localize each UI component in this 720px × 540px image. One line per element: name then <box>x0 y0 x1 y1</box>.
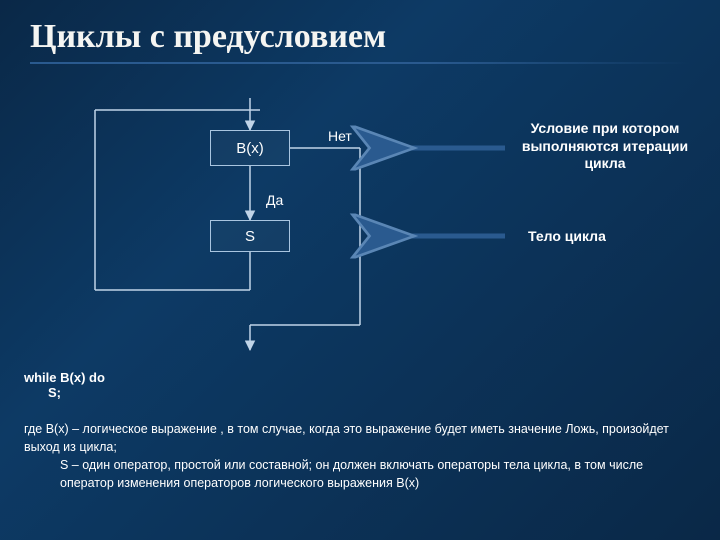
desc-s: S – один оператор, простой или составной… <box>24 456 696 492</box>
condition-node: B(x) <box>210 130 290 166</box>
body-node: S <box>210 220 290 252</box>
condition-annotation: Условие при котором выполняются итерации… <box>515 120 695 173</box>
desc-intro: где B(x) – логическое выражение , в том … <box>24 422 669 454</box>
code-line-1: while B(x) do <box>24 370 105 385</box>
code-block: while B(x) do S; <box>24 370 105 400</box>
body-label: S <box>245 228 255 245</box>
condition-label: B(x) <box>236 140 264 157</box>
page-title: Циклы с предусловием <box>30 18 690 56</box>
flowchart: B(x) Нет Да S Условие при котором выполн… <box>0 80 720 360</box>
description: где B(x) – логическое выражение , в том … <box>24 420 696 493</box>
body-annotation: Тело цикла <box>528 228 606 246</box>
title-underline <box>30 62 690 64</box>
no-edge-label: Нет <box>328 128 352 144</box>
code-line-2: S; <box>24 385 105 400</box>
yes-edge-label: Да <box>266 192 283 208</box>
